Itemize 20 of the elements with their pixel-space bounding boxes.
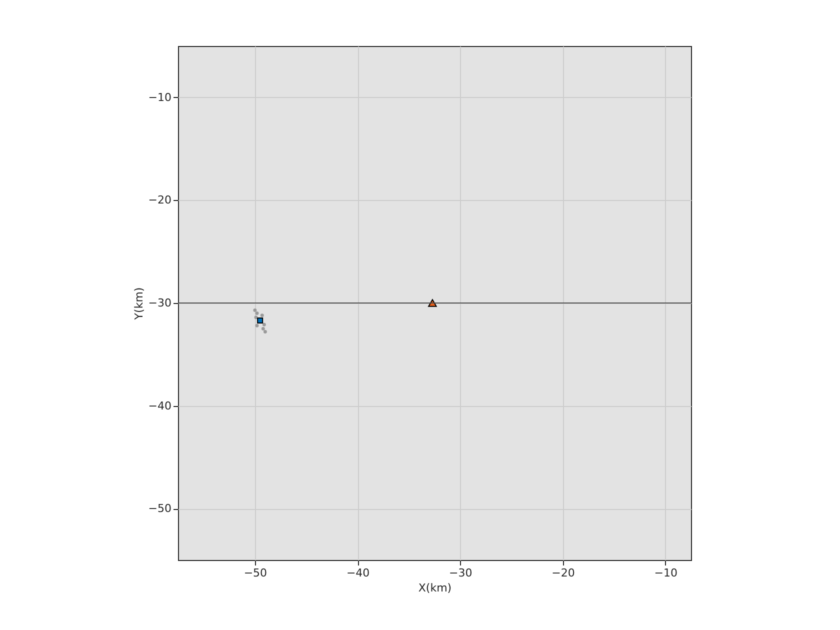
point <box>257 317 264 324</box>
x-axis-title: X(km) <box>418 582 452 594</box>
point <box>262 322 266 326</box>
x-tick-label: −30 <box>449 566 472 580</box>
point <box>255 324 259 328</box>
y-tick-label: −20 <box>148 194 172 207</box>
point <box>255 312 259 316</box>
x-tick-label: −20 <box>552 566 575 580</box>
x-tick-label: −10 <box>654 566 678 580</box>
point <box>260 314 264 318</box>
y-tick-label: −30 <box>148 296 172 310</box>
y-axis-title: Y(km) <box>132 287 146 321</box>
y-tick-label: −10 <box>148 90 172 104</box>
y-tick-label: −40 <box>148 399 172 412</box>
point <box>261 326 265 330</box>
x-tick-label: −50 <box>244 566 268 580</box>
y-tick-label: −50 <box>148 502 172 516</box>
x-tick-label: −40 <box>346 566 370 580</box>
point <box>253 308 257 312</box>
point <box>263 330 267 334</box>
